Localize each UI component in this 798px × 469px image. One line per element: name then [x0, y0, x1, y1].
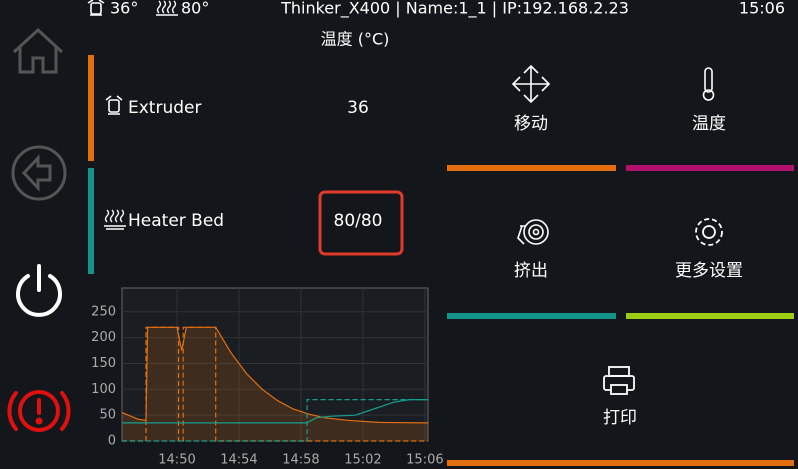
- extruder-temp: 36°: [110, 0, 138, 18]
- menu-underline: [447, 313, 616, 319]
- settings-icon: [695, 218, 723, 246]
- menu-underline: [626, 165, 794, 171]
- series-line: [122, 326, 428, 442]
- y-tick-label: 200: [91, 330, 116, 345]
- menu-button[interactable]: [447, 55, 616, 171]
- y-tick-label: 0: [108, 434, 116, 449]
- y-tick-label: 100: [91, 382, 116, 397]
- menu-label: 打印: [603, 408, 637, 428]
- bed-icon: [104, 209, 126, 230]
- heater-value: 36: [347, 98, 369, 118]
- power-button[interactable]: [16, 264, 62, 317]
- extruder-icon: [87, 0, 105, 16]
- temperature-chart: 0 50 100 150 200 250 14:50 14:54 14:58 15:02 15:06: [91, 288, 444, 468]
- x-tick-label: 14:58: [282, 453, 319, 468]
- x-tick-label: 14:54: [220, 453, 257, 468]
- menu-label: 挤出: [514, 261, 548, 281]
- clock: 15:06: [739, 0, 785, 18]
- y-tick-label: 50: [99, 408, 116, 423]
- series-area: [122, 327, 428, 441]
- home-button[interactable]: [12, 27, 64, 74]
- printer-info: Thinker_X400 | Name:1_1 | IP:192.168.2.2…: [280, 0, 629, 19]
- back-button[interactable]: [11, 145, 67, 201]
- bed-icon: [156, 0, 178, 16]
- temperature-icon: [702, 67, 715, 101]
- heater-name: Heater Bed: [128, 211, 224, 231]
- menu-button[interactable]: [626, 55, 794, 171]
- heater-color-bar: [88, 55, 94, 161]
- x-tick-label: 14:50: [158, 453, 195, 468]
- move-icon: [511, 64, 551, 104]
- emergency-stop-button[interactable]: [7, 390, 71, 432]
- heater-value: 80/80: [334, 211, 383, 231]
- menu-button[interactable]: [447, 202, 616, 319]
- menu-label: 移动: [514, 114, 548, 134]
- extrude-icon: [517, 219, 549, 245]
- menu-button[interactable]: [626, 202, 794, 319]
- y-tick-label: 150: [91, 356, 116, 371]
- menu-underline: [447, 165, 616, 171]
- heater-name: Extruder: [128, 98, 201, 118]
- print-icon: [603, 366, 635, 395]
- series-line: [122, 399, 428, 424]
- series-line: [122, 399, 428, 442]
- menu-label: 温度: [692, 114, 726, 134]
- bed-temp: 80°: [181, 0, 209, 18]
- heater-color-bar: [88, 168, 94, 274]
- highlight-box: [318, 190, 404, 256]
- panel-title: 温度 (°C): [321, 30, 390, 49]
- menu-underline: [626, 313, 794, 319]
- x-tick-label: 15:02: [344, 453, 381, 468]
- menu-underline: [447, 460, 794, 466]
- y-tick-label: 250: [91, 304, 116, 319]
- x-tick-label: 15:06: [406, 453, 443, 468]
- series-line: [121, 326, 429, 424]
- menu-label: 更多设置: [675, 261, 743, 281]
- menu-button[interactable]: [447, 350, 794, 466]
- extruder-icon: [105, 95, 123, 115]
